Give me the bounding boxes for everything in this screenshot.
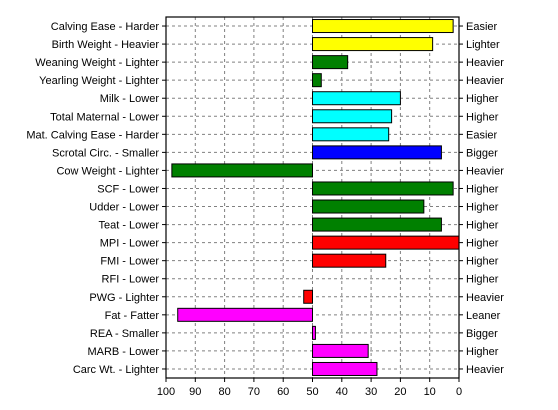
left-trait-label: Scrotal Circ. - Smaller [52, 147, 159, 159]
right-direction-label: Heavier [466, 57, 504, 69]
x-tick-label: 40 [336, 386, 348, 398]
left-trait-label: SCF - Lower [97, 183, 159, 195]
x-tick-label: 0 [456, 386, 462, 398]
right-direction-label: Heavier [466, 165, 504, 177]
x-tick-label: 20 [394, 386, 406, 398]
bar [312, 127, 390, 142]
x-tick-label: 50 [306, 386, 318, 398]
right-direction-label: Higher [466, 238, 499, 250]
x-tick-label: 100 [157, 386, 175, 398]
bar [312, 73, 322, 88]
right-direction-label: Higher [466, 111, 499, 123]
bar [312, 199, 425, 214]
left-trait-label: Calving Ease - Harder [51, 21, 160, 33]
right-direction-label: Heavier [466, 75, 504, 87]
bar [312, 343, 369, 358]
left-trait-label: Birth Weight - Heavier [52, 39, 160, 51]
bar [312, 217, 442, 232]
right-direction-label: Higher [466, 346, 499, 358]
right-direction-label: Lighter [466, 39, 500, 51]
bar [312, 361, 378, 376]
left-trait-label: Fat - Fatter [105, 310, 160, 322]
x-tick-label: 90 [189, 386, 201, 398]
right-direction-label: Higher [466, 183, 499, 195]
x-tick-label: 70 [248, 386, 260, 398]
bar [177, 307, 313, 322]
bar [303, 289, 313, 304]
x-tick-label: 30 [365, 386, 377, 398]
right-direction-label: Heavier [466, 364, 504, 376]
bar [312, 109, 393, 124]
right-direction-label: Easier [466, 21, 498, 33]
left-trait-label: RFI - Lower [102, 274, 160, 286]
bar [312, 253, 387, 268]
right-direction-label: Higher [466, 256, 499, 268]
left-trait-label: REA - Smaller [90, 328, 159, 340]
right-direction-label: Higher [466, 274, 499, 286]
bar [312, 325, 316, 340]
left-trait-label: Udder - Lower [89, 202, 159, 214]
x-tick-label: 60 [277, 386, 289, 398]
left-trait-label: Carc Wt. - Lighter [73, 364, 160, 376]
left-trait-label: Weaning Weight - Lighter [35, 57, 159, 69]
bar [312, 19, 454, 34]
right-direction-label: Easier [466, 129, 498, 141]
bar [312, 145, 442, 160]
x-tick-label: 10 [424, 386, 436, 398]
left-trait-label: Total Maternal - Lower [50, 111, 159, 123]
left-trait-label: Mat. Calving Ease - Harder [26, 129, 159, 141]
left-trait-label: Cow Weight - Lighter [56, 165, 159, 177]
left-trait-label: MARB - Lower [87, 346, 159, 358]
x-tick-label: 80 [218, 386, 230, 398]
bar [312, 181, 454, 196]
bar [312, 91, 401, 106]
right-direction-label: Higher [466, 93, 499, 105]
right-direction-label: Higher [466, 220, 499, 232]
left-trait-label: Milk - Lower [100, 93, 160, 105]
left-trait-label: PWG - Lighter [89, 292, 159, 304]
bar [171, 163, 313, 178]
bar [312, 37, 434, 52]
right-direction-label: Bigger [466, 328, 498, 340]
right-direction-label: Bigger [466, 147, 498, 159]
bar [312, 55, 349, 70]
left-trait-label: MPI - Lower [100, 238, 160, 250]
left-trait-label: Yearling Weight - Lighter [39, 75, 159, 87]
right-direction-label: Leaner [466, 310, 501, 322]
bar [312, 235, 460, 250]
right-direction-label: Higher [466, 202, 499, 214]
left-trait-label: FMI - Lower [100, 256, 159, 268]
right-direction-label: Heavier [466, 292, 504, 304]
left-trait-label: Teat - Lower [98, 220, 159, 232]
